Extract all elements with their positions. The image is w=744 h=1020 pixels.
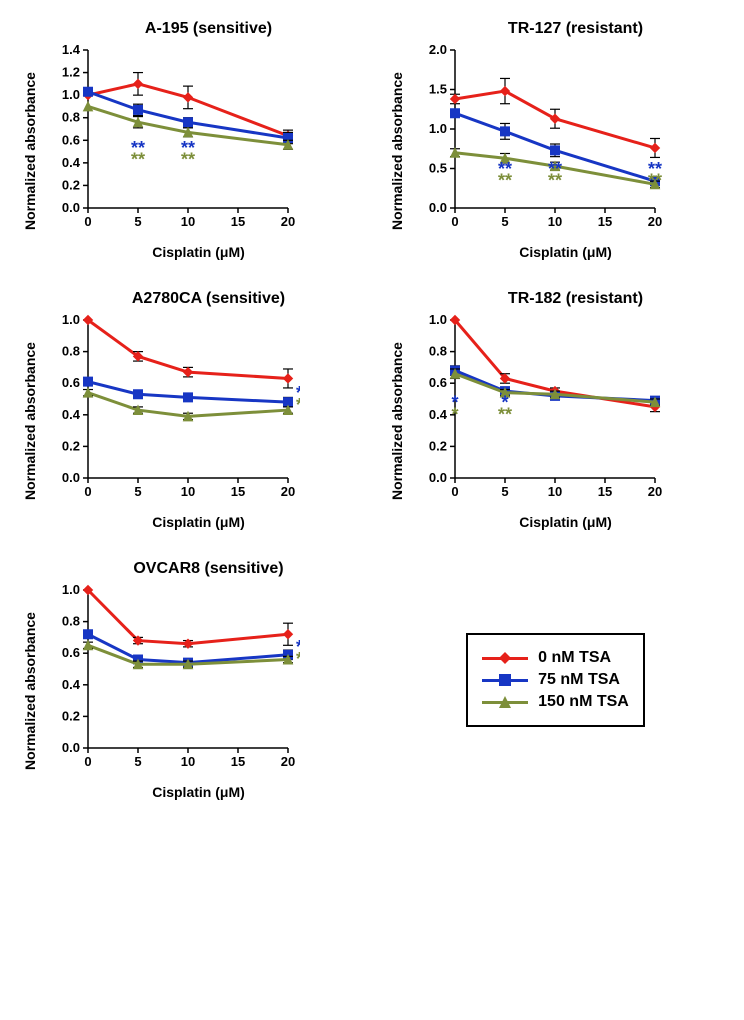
svg-text:20: 20 [281,484,295,499]
svg-text:**: ** [498,171,512,191]
svg-text:0.0: 0.0 [429,200,447,215]
y-axis-label: Normalized absorbance [387,42,407,260]
svg-text:0.6: 0.6 [62,375,80,390]
svg-text:15: 15 [598,214,612,229]
svg-text:0.6: 0.6 [62,132,80,147]
y-axis-label: Normalized absorbance [387,312,407,530]
plot-svg: 0.00.20.40.60.81.005101520***** [40,312,300,512]
svg-text:15: 15 [231,754,245,769]
svg-text:20: 20 [281,754,295,769]
chart-a2780ca: A2780CA (sensitive) Normalized absorbanc… [20,290,357,530]
y-axis-label: Normalized absorbance [20,582,40,800]
svg-text:15: 15 [231,214,245,229]
legend-item: 150 nM TSA [482,693,629,711]
svg-text:5: 5 [501,214,508,229]
svg-text:10: 10 [548,484,562,499]
svg-text:0: 0 [451,214,458,229]
svg-text:1.0: 1.0 [429,121,447,136]
svg-text:0.4: 0.4 [62,677,81,692]
legend-label: 150 nM TSA [538,693,629,711]
svg-text:0.2: 0.2 [429,438,447,453]
svg-text:**: ** [181,150,195,170]
chart-grid: A-195 (sensitive) Normalized absorbance … [20,20,724,800]
svg-text:20: 20 [648,214,662,229]
svg-text:1.0: 1.0 [429,312,447,327]
svg-text:0.8: 0.8 [62,344,80,359]
svg-text:0.8: 0.8 [62,110,80,125]
plot-svg: 0.00.20.40.60.81.005101520** [40,582,300,782]
svg-text:15: 15 [598,484,612,499]
svg-text:**: ** [131,150,145,170]
chart-title: A-195 (sensitive) [20,20,357,38]
svg-text:5: 5 [134,214,141,229]
svg-text:**: ** [548,171,562,191]
svg-text:0.2: 0.2 [62,177,80,192]
svg-text:10: 10 [181,754,195,769]
svg-text:0: 0 [84,754,91,769]
svg-text:10: 10 [181,214,195,229]
svg-text:1.4: 1.4 [62,42,81,57]
x-axis-label: Cisplatin (μM) [407,514,724,530]
svg-text:20: 20 [281,214,295,229]
x-axis-label: Cisplatin (μM) [40,514,357,530]
svg-text:0.6: 0.6 [62,645,80,660]
chart-title: OVCAR8 (sensitive) [20,560,357,578]
chart-ovcar8: OVCAR8 (sensitive) Normalized absorbance… [20,560,357,800]
plot-svg: 0.00.20.40.60.81.01.21.405101520******** [40,42,300,242]
x-axis-label: Cisplatin (μM) [40,244,357,260]
svg-text:0.6: 0.6 [429,375,447,390]
svg-text:0.8: 0.8 [429,344,447,359]
svg-text:0.2: 0.2 [62,708,80,723]
legend-label: 75 nM TSA [538,671,620,689]
svg-text:5: 5 [501,484,508,499]
chart-title: A2780CA (sensitive) [20,290,357,308]
chart-tr127: TR-127 (resistant) Normalized absorbance… [387,20,724,260]
svg-text:0.0: 0.0 [62,470,80,485]
svg-text:1.0: 1.0 [62,87,80,102]
svg-text:***: *** [296,395,300,415]
svg-text:0.2: 0.2 [62,438,80,453]
svg-text:0: 0 [451,484,458,499]
legend-item: 0 nM TSA [482,649,629,667]
svg-text:0: 0 [84,484,91,499]
svg-text:15: 15 [231,484,245,499]
svg-text:5: 5 [134,484,141,499]
x-axis-label: Cisplatin (μM) [40,784,357,800]
chart-tr182: TR-182 (resistant) Normalized absorbance… [387,290,724,530]
svg-text:20: 20 [648,484,662,499]
svg-text:0.5: 0.5 [429,161,447,176]
svg-text:**: ** [648,171,662,191]
svg-text:1.0: 1.0 [62,312,80,327]
svg-text:1.5: 1.5 [429,82,447,97]
svg-text:0.0: 0.0 [62,740,80,755]
svg-text:0.0: 0.0 [429,470,447,485]
svg-text:10: 10 [181,484,195,499]
svg-text:1.2: 1.2 [62,65,80,80]
y-axis-label: Normalized absorbance [20,42,40,260]
plot-svg: 0.00.20.40.60.81.005101520***** [407,312,667,512]
svg-text:0.4: 0.4 [62,155,81,170]
legend-item: 75 nM TSA [482,671,629,689]
svg-text:*: * [451,404,458,424]
svg-text:1.0: 1.0 [62,582,80,597]
svg-text:2.0: 2.0 [429,42,447,57]
x-axis-label: Cisplatin (μM) [407,244,724,260]
chart-title: TR-127 (resistant) [387,20,724,38]
svg-text:*: * [296,649,300,669]
svg-text:**: ** [498,404,512,424]
svg-text:0.4: 0.4 [429,407,448,422]
svg-text:0: 0 [84,214,91,229]
legend: 0 nM TSA 75 nM TSA 150 nM TSA [387,560,724,800]
plot-svg: 0.00.51.01.52.005101520************ [407,42,667,242]
legend-label: 0 nM TSA [538,649,611,667]
y-axis-label: Normalized absorbance [20,312,40,530]
svg-text:5: 5 [134,754,141,769]
chart-a195: A-195 (sensitive) Normalized absorbance … [20,20,357,260]
svg-text:10: 10 [548,214,562,229]
chart-title: TR-182 (resistant) [387,290,724,308]
svg-text:0.0: 0.0 [62,200,80,215]
svg-text:0.8: 0.8 [62,614,80,629]
svg-text:0.4: 0.4 [62,407,81,422]
